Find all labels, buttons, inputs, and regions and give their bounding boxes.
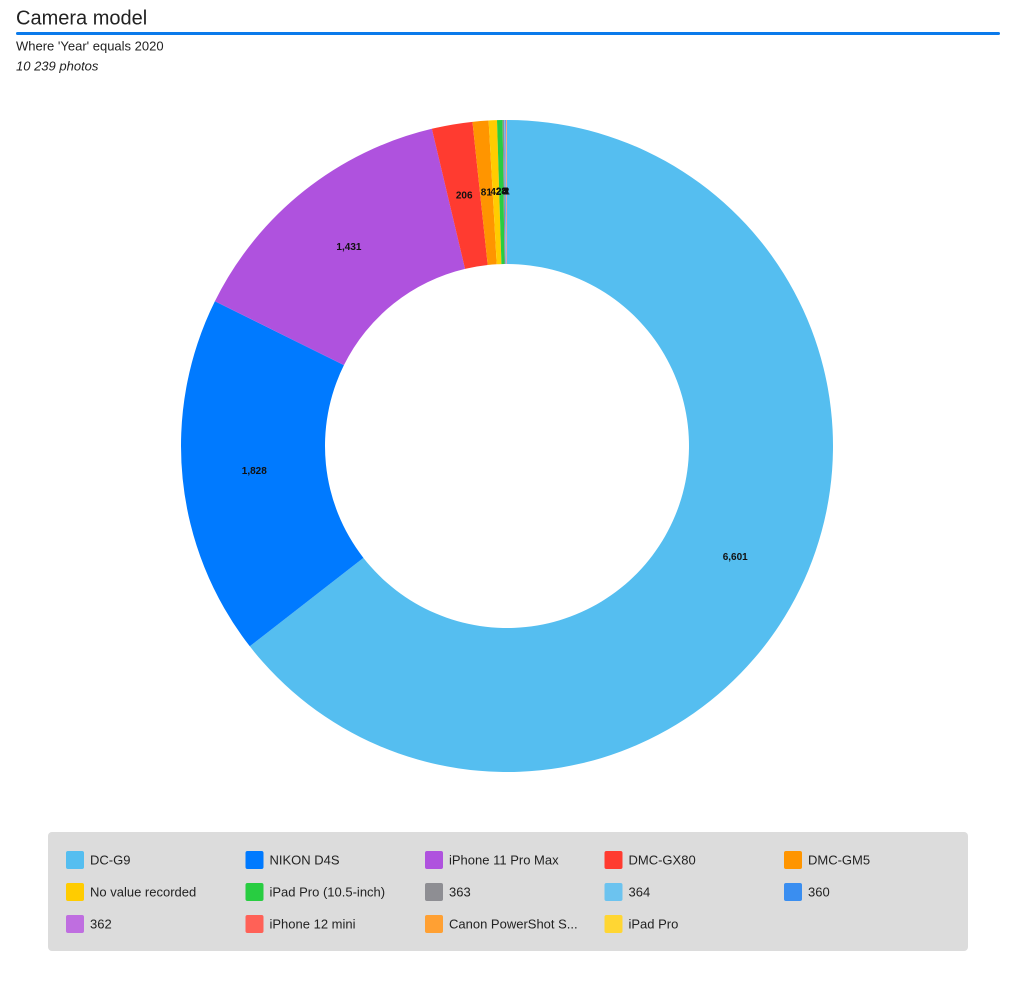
legend-label: 362 bbox=[90, 916, 112, 931]
legend-swatch bbox=[425, 883, 443, 901]
legend-label: iPhone 11 Pro Max bbox=[449, 852, 559, 867]
data-label: 206 bbox=[456, 190, 473, 201]
legend-swatch bbox=[246, 851, 264, 869]
legend-swatch bbox=[784, 883, 802, 901]
legend-swatch bbox=[246, 883, 264, 901]
legend-label: iPad Pro bbox=[629, 916, 679, 931]
data-label: 6,601 bbox=[723, 552, 748, 563]
legend-swatch bbox=[66, 883, 84, 901]
legend-label: 363 bbox=[449, 884, 471, 899]
chart-subtitle: Where 'Year' equals 2020 bbox=[16, 38, 164, 53]
legend-swatch bbox=[66, 851, 84, 869]
legend-label: No value recorded bbox=[90, 884, 196, 899]
legend-swatch bbox=[605, 883, 623, 901]
legend-label: Canon PowerShot S... bbox=[449, 916, 578, 931]
legend-swatch bbox=[605, 915, 623, 933]
chart-note: 10 239 photos bbox=[16, 58, 99, 73]
legend-label: 364 bbox=[629, 884, 651, 899]
legend-swatch bbox=[425, 915, 443, 933]
chart-title: Camera model bbox=[16, 7, 147, 29]
legend-label: DC-G9 bbox=[90, 852, 130, 867]
data-label: 1 bbox=[504, 187, 510, 198]
legend-swatch bbox=[605, 851, 623, 869]
legend-label: NIKON D4S bbox=[270, 852, 340, 867]
legend-label: iPad Pro (10.5-inch) bbox=[270, 884, 386, 899]
data-label: 1,431 bbox=[336, 242, 361, 253]
legend-label: iPhone 12 mini bbox=[270, 916, 356, 931]
legend-swatch bbox=[425, 851, 443, 869]
title-underline bbox=[16, 32, 1000, 35]
legend-swatch bbox=[784, 851, 802, 869]
data-label: 1,828 bbox=[242, 466, 267, 477]
legend-label: DMC-GM5 bbox=[808, 852, 870, 867]
legend-swatch bbox=[66, 915, 84, 933]
legend-label: DMC-GX80 bbox=[629, 852, 696, 867]
legend-label: 360 bbox=[808, 884, 830, 899]
legend-swatch bbox=[246, 915, 264, 933]
